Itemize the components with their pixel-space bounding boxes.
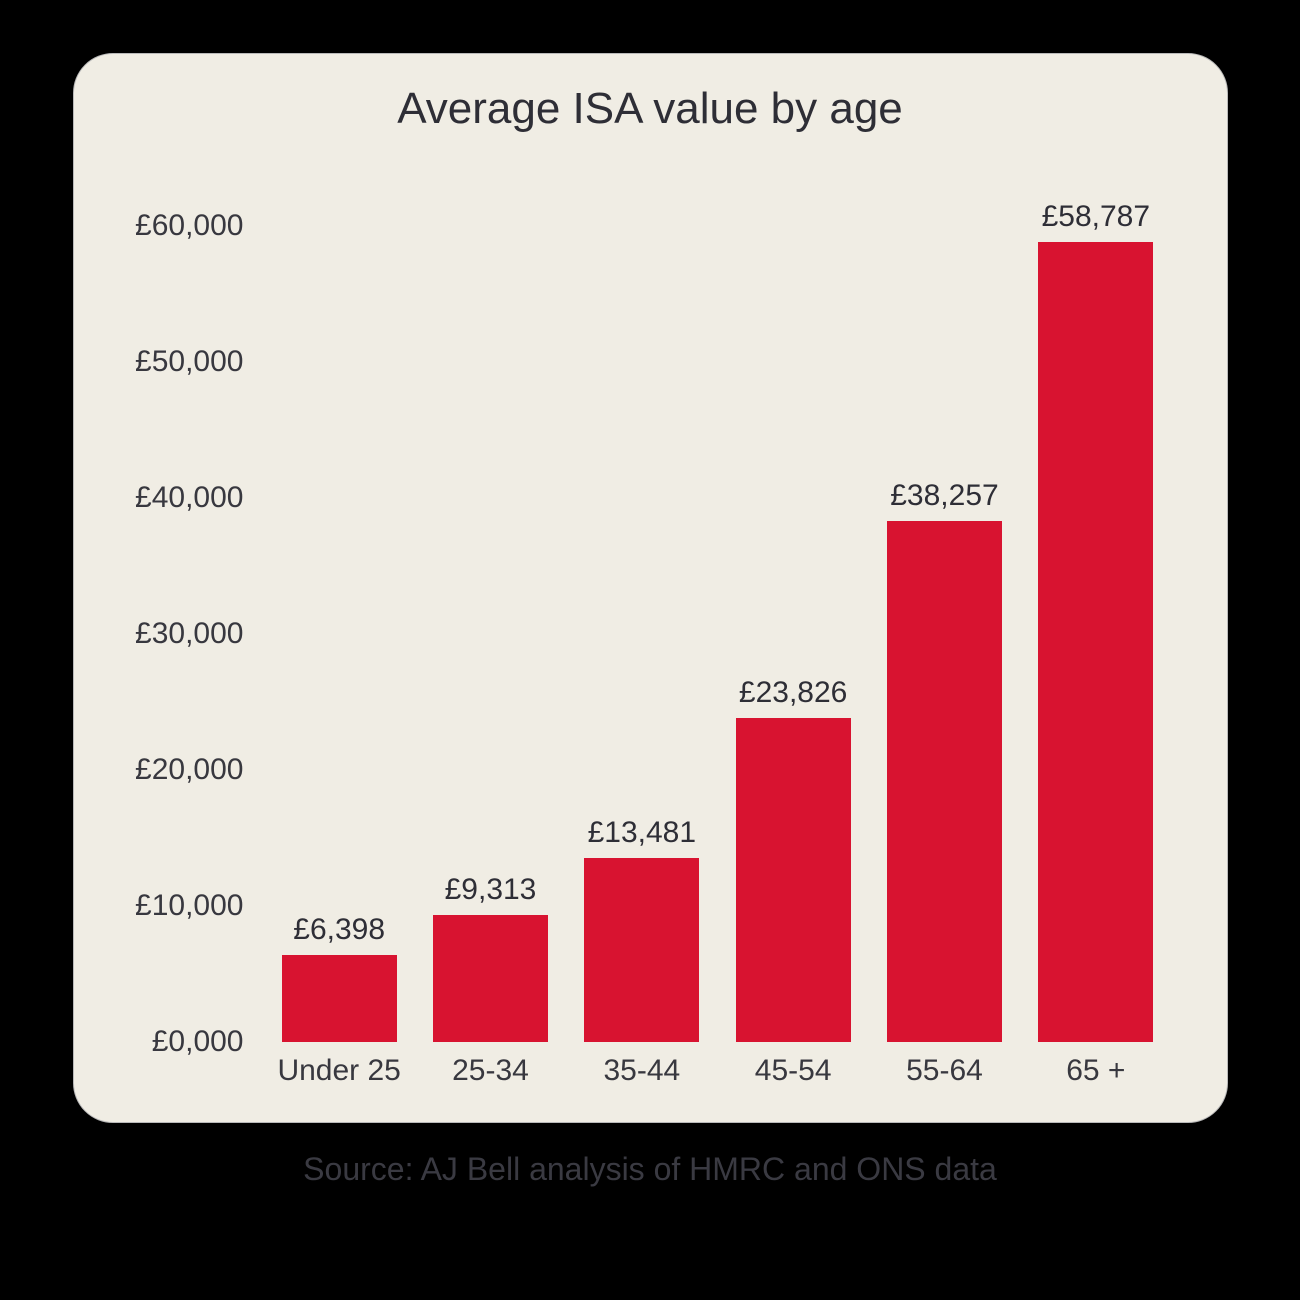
bar-value-label: £38,257 <box>890 479 998 513</box>
bar-slot: £6,398 <box>264 169 415 1042</box>
bar-slot: £58,787 <box>1020 169 1171 1042</box>
bar-value-label: £58,787 <box>1042 200 1150 234</box>
x-tick-label: Under 25 <box>264 1042 415 1097</box>
bar-rect <box>1038 242 1153 1041</box>
y-tick-label: £0,000 <box>109 1025 259 1059</box>
bar-rect <box>887 521 1002 1041</box>
bar-slot: £23,826 <box>717 169 868 1042</box>
bar-rect <box>282 955 397 1042</box>
bar-slot: £13,481 <box>566 169 717 1042</box>
bar-value-label: £23,826 <box>739 676 847 710</box>
bars-container: £6,398 £9,313 £13,481 £23,826 <box>264 169 1172 1042</box>
chart-card: Average ISA value by age £60,000 £50,000… <box>73 53 1228 1123</box>
x-tick-label: 65 + <box>1020 1042 1171 1097</box>
bar-slot: £38,257 <box>869 169 1020 1042</box>
y-tick-label: £50,000 <box>109 345 259 379</box>
x-tick-label: 35-44 <box>566 1042 717 1097</box>
y-tick-label: £40,000 <box>109 481 259 515</box>
bar-rect <box>433 915 548 1042</box>
x-axis-labels: Under 25 25-34 35-44 45-54 55-64 65 + <box>264 1042 1172 1097</box>
bar-value-label: £13,481 <box>588 816 696 850</box>
y-tick-label: £60,000 <box>109 209 259 243</box>
chart-title: Average ISA value by age <box>109 84 1192 134</box>
bar-rect <box>584 858 699 1041</box>
bar-rect <box>736 718 851 1042</box>
bar-value-label: £9,313 <box>445 873 537 907</box>
x-tick-label: 55-64 <box>869 1042 1020 1097</box>
source-caption: Source: AJ Bell analysis of HMRC and ONS… <box>303 1151 997 1188</box>
y-tick-label: £10,000 <box>109 889 259 923</box>
plot-area: £6,398 £9,313 £13,481 £23,826 <box>264 169 1172 1042</box>
x-tick-label: 25-34 <box>415 1042 566 1097</box>
y-tick-label: £30,000 <box>109 617 259 651</box>
y-tick-label: £20,000 <box>109 753 259 787</box>
bar-value-label: £6,398 <box>293 913 385 947</box>
x-tick-label: 45-54 <box>717 1042 868 1097</box>
figure-wrapper: Average ISA value by age £60,000 £50,000… <box>53 53 1248 1248</box>
bar-slot: £9,313 <box>415 169 566 1042</box>
chart-area: £60,000 £50,000 £40,000 £30,000 £20,000 … <box>109 159 1192 1097</box>
